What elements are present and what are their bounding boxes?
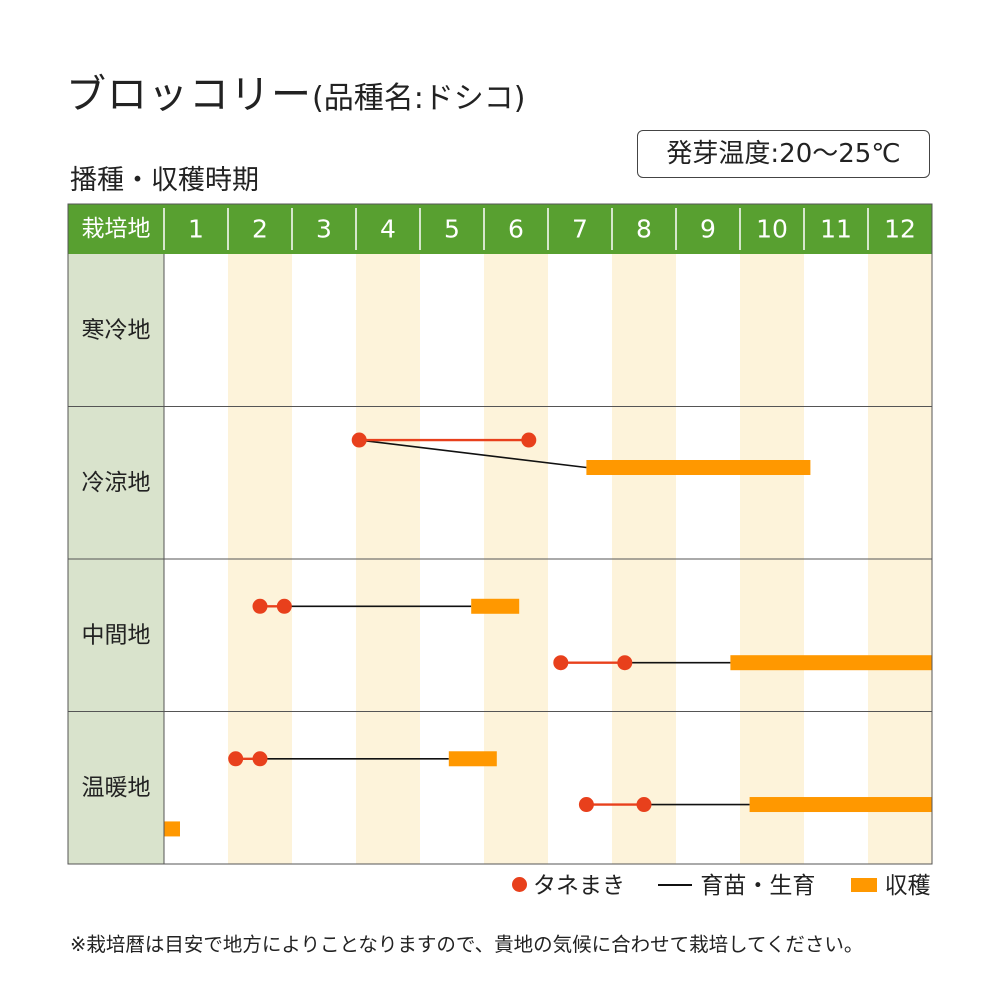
harvest-bar	[471, 598, 520, 614]
harvest-bar-icon	[850, 877, 877, 892]
legend-growing-label: 育苗・生育	[700, 873, 816, 899]
month-label: 12	[884, 215, 916, 244]
harvest-bar	[749, 797, 932, 813]
harvest-bar	[448, 751, 497, 767]
month-label: 2	[252, 215, 268, 244]
sowing-dot-icon	[512, 877, 527, 892]
harvest-bar	[730, 655, 932, 671]
sowing-start-dot	[351, 432, 367, 448]
harvest-bar	[586, 460, 811, 475]
germination-temp-badge: 発芽温度:20〜25℃	[637, 130, 930, 178]
month-label: 10	[756, 215, 788, 244]
sowing-start-dot	[553, 655, 569, 671]
corner-label: 栽培地	[82, 216, 151, 242]
chart-frame	[67, 203, 933, 865]
legend-harvest: 収穫	[850, 873, 931, 899]
month-label: 4	[380, 215, 396, 244]
region-label: 温暖地	[82, 775, 151, 801]
sowing-start-dot	[228, 751, 244, 767]
growing-line-icon	[658, 883, 693, 886]
month-label: 1	[188, 215, 204, 244]
month-label: 11	[820, 215, 852, 244]
month-label: 3	[316, 215, 332, 244]
month-header-row	[68, 204, 932, 254]
sowing-end-dot	[276, 598, 292, 614]
month-label: 7	[572, 215, 588, 244]
month-label: 6	[508, 215, 524, 244]
chart-legend: タネまき 育苗・生育 収穫	[512, 870, 931, 902]
legend-harvest-label: 収穫	[884, 873, 931, 899]
region-label: 冷涼地	[82, 470, 151, 496]
page-title: ブロッコリー(品種名:ドシコ)	[66, 62, 526, 120]
sowing-start-dot	[578, 797, 594, 813]
sowing-end-dot	[252, 751, 268, 767]
legend-sowing: タネまき	[512, 873, 625, 899]
month-label: 9	[700, 215, 716, 244]
region-label: 中間地	[82, 622, 151, 648]
harvest-bar	[164, 821, 180, 837]
month-label: 8	[636, 215, 652, 244]
region-label: 寒冷地	[82, 317, 151, 343]
sowing-start-dot	[252, 598, 268, 614]
sowing-end-dot	[617, 655, 633, 671]
legend-growing: 育苗・生育	[658, 873, 815, 899]
chart-subtitle: 播種・収穫時期	[70, 165, 259, 196]
growing-period-line	[359, 439, 587, 469]
footnote: ※栽培暦は目安で地方によりことなりますので、貴地の気候に合わせて栽培してください…	[70, 933, 864, 956]
sowing-end-dot	[521, 432, 537, 448]
sowing-end-dot	[636, 797, 652, 813]
title-variety: (品種名:ドシコ)	[312, 81, 526, 116]
legend-sowing-label: タネまき	[533, 873, 625, 899]
month-label: 5	[444, 215, 460, 244]
title-main: ブロッコリー	[66, 72, 312, 118]
